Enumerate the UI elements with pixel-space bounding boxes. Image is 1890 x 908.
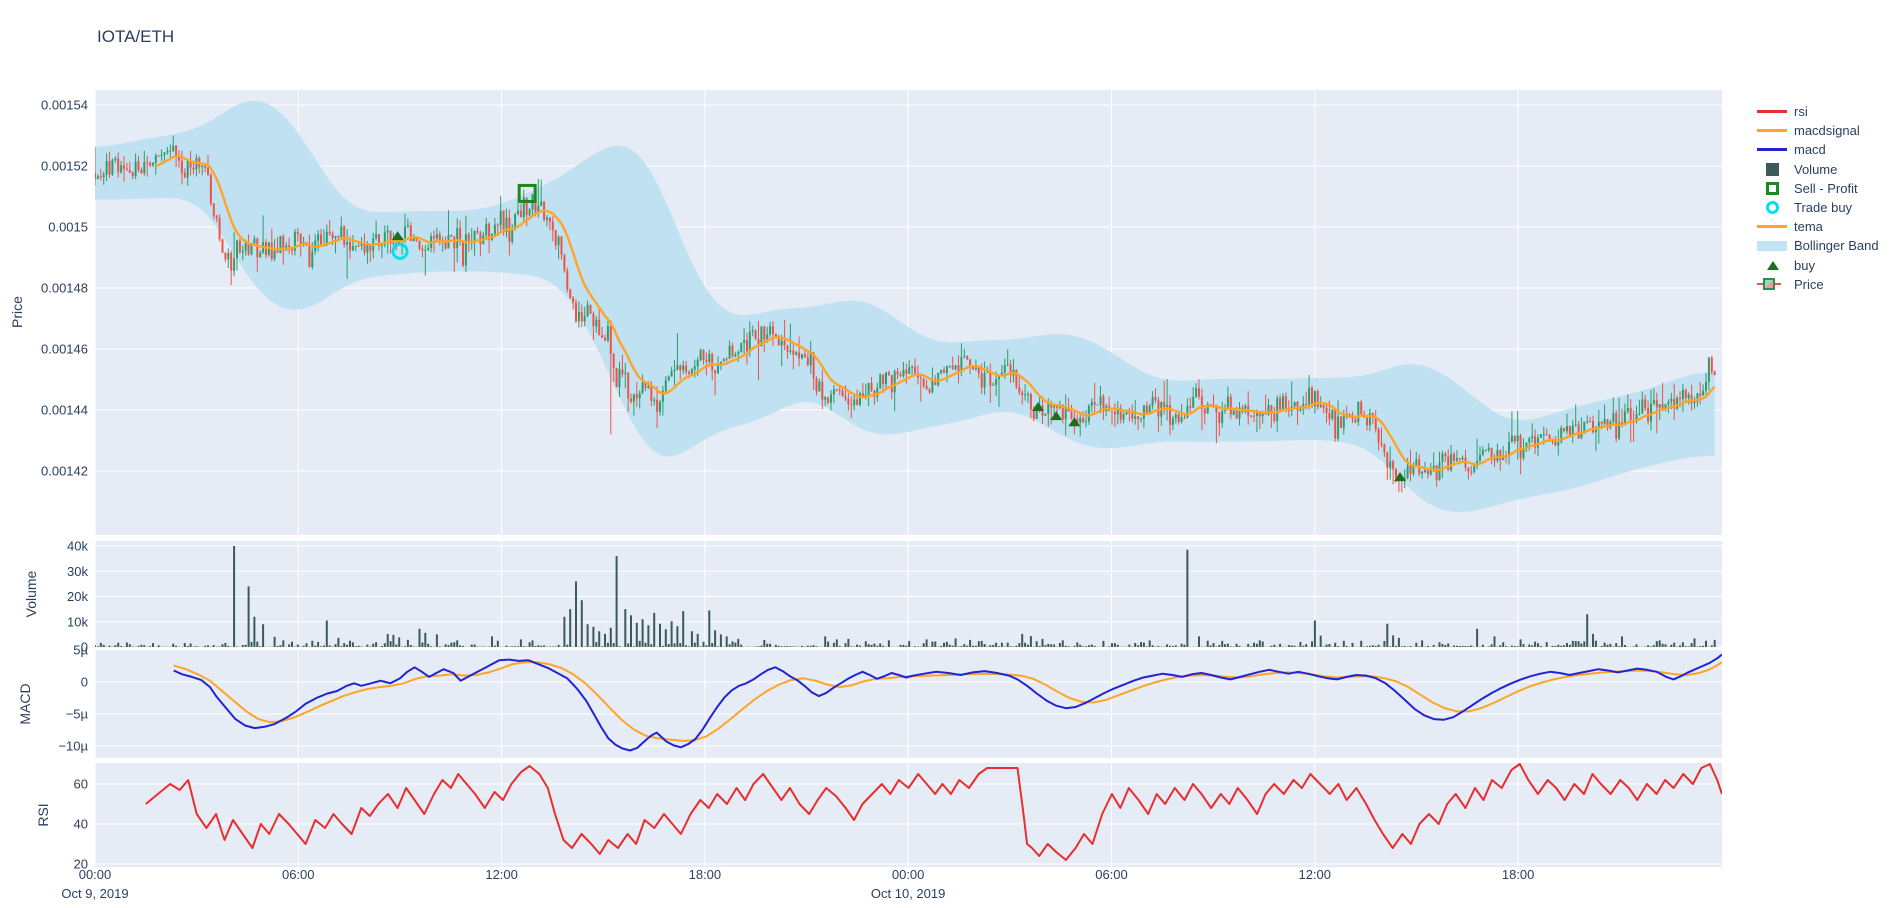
- volume-axis-title: Volume: [23, 570, 39, 617]
- legend-item-sell-profit[interactable]: Sell - Profit: [1757, 179, 1879, 198]
- price-tick-label: 0.00148: [41, 281, 88, 296]
- buy-marker: [1068, 417, 1081, 427]
- buy-marker: [1050, 411, 1063, 421]
- price-tick-label: 0.00152: [41, 159, 88, 174]
- trade-buy-swatch-icon: [1757, 201, 1790, 215]
- rsi-tick-label: 40: [74, 817, 88, 832]
- legend-item-volume[interactable]: Volume: [1757, 160, 1879, 179]
- rsi-tick-label: 60: [74, 777, 88, 792]
- buy-marker: [391, 231, 404, 241]
- sell-profit-marker: [517, 183, 537, 203]
- x-tick-label: 18:00: [1502, 867, 1535, 882]
- x-tick-label: 12:00: [1298, 867, 1331, 882]
- sell-profit-swatch-icon: [1757, 181, 1790, 195]
- price-tick-label: 0.00146: [41, 342, 88, 357]
- macd-gridlines: [94, 650, 1722, 758]
- rsi-swatch-icon: [1757, 110, 1790, 114]
- tema-swatch-icon: [1757, 225, 1790, 229]
- macdsignal-swatch-icon: [1757, 129, 1790, 133]
- legend-item-buy[interactable]: buy: [1757, 256, 1879, 275]
- volume-tick-label: 30k: [67, 564, 88, 579]
- buy-marker: [1032, 401, 1045, 411]
- volume-tick-label: 20k: [67, 589, 88, 604]
- macd-swatch-icon: [1757, 148, 1790, 152]
- x-tick-label: 00:00: [79, 867, 112, 882]
- legend-label-trade-buy: Trade buy: [1794, 200, 1853, 216]
- legend-label-sell-profit: Sell - Profit: [1794, 180, 1858, 196]
- legend-item-price[interactable]: Price: [1757, 275, 1879, 294]
- tema-line: [155, 154, 1716, 472]
- volume-tick-label: 40k: [67, 539, 88, 554]
- x-tick-label: 00:00: [892, 867, 925, 882]
- x-date-label: Oct 9, 2019: [61, 886, 128, 901]
- volume-tick-label: 0: [81, 640, 88, 655]
- legend-label-price: Price: [1794, 276, 1824, 292]
- legend-label-rsi: rsi: [1794, 104, 1808, 120]
- legend-label-tema: tema: [1794, 219, 1823, 235]
- macd-tick-label: −10µ: [58, 739, 88, 754]
- bollinger-band-swatch-icon: [1757, 240, 1790, 251]
- x-tick-label: 06:00: [1095, 867, 1128, 882]
- x-tick-label: 12:00: [485, 867, 518, 882]
- legend-item-tema[interactable]: tema: [1757, 217, 1879, 236]
- legend-item-macdsignal[interactable]: macdsignal: [1757, 121, 1879, 140]
- trade-buy-marker: [391, 242, 409, 260]
- legend-label-volume: Volume: [1794, 161, 1838, 177]
- legend: rsi macdsignal macd Volume Sell - Profit Trad…: [1757, 102, 1879, 294]
- macd-line: [173, 653, 1722, 752]
- rsi-line: [145, 763, 1722, 861]
- rsi-axis-title: RSI: [35, 803, 51, 826]
- price-swatch-icon: [1757, 278, 1790, 291]
- macd-tick-label: 5µ: [73, 643, 88, 658]
- volume-swatch-icon: [1757, 162, 1790, 176]
- rsi-gridlines: [94, 763, 1722, 867]
- volume-tick-label: 10k: [67, 614, 88, 629]
- x-date-label: Oct 10, 2019: [871, 886, 945, 901]
- macd-tick-label: 0: [81, 675, 88, 690]
- legend-label-buy: buy: [1794, 257, 1815, 273]
- x-tick-label: 06:00: [282, 867, 315, 882]
- chart-title: IOTA/ETH: [97, 27, 175, 46]
- legend-item-trade-buy[interactable]: Trade buy: [1757, 198, 1879, 217]
- macd-axis-title: MACD: [17, 683, 33, 724]
- legend-item-rsi[interactable]: rsi: [1757, 102, 1879, 121]
- price-tick-label: 0.00144: [41, 403, 88, 418]
- legend-label-macdsignal: macdsignal: [1794, 123, 1860, 139]
- legend-item-macd[interactable]: macd: [1757, 140, 1879, 159]
- buy-swatch-icon: [1757, 260, 1790, 270]
- x-tick-label: 18:00: [689, 867, 722, 882]
- bollinger-band-area: [95, 100, 1715, 512]
- legend-label-macd: macd: [1794, 142, 1826, 158]
- legend-label-bollinger-band: Bollinger Band: [1794, 238, 1879, 254]
- legend-item-bollinger-band[interactable]: Bollinger Band: [1757, 236, 1879, 255]
- volume-gridlines: [94, 541, 1722, 648]
- price-tick-label: 0.0015: [48, 220, 88, 235]
- rsi-tick-label: 20: [74, 857, 88, 872]
- macd-tick-label: −5µ: [66, 707, 89, 722]
- price-axis-title: Price: [9, 296, 25, 328]
- price-tick-label: 0.00154: [41, 98, 88, 113]
- buy-marker: [1393, 472, 1406, 482]
- price-tick-label: 0.00142: [41, 464, 88, 479]
